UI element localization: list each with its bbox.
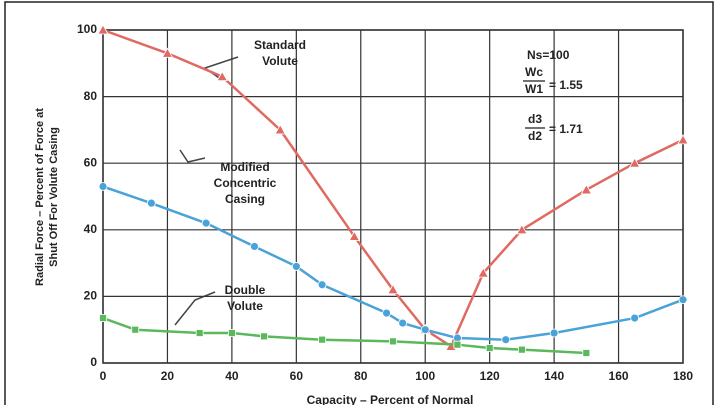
y-tick-label: 0 bbox=[90, 355, 97, 369]
series-label: Modified bbox=[220, 160, 269, 174]
marker bbox=[501, 335, 511, 345]
marker bbox=[201, 218, 211, 228]
marker bbox=[99, 314, 107, 322]
x-axis-label: Capacity – Percent of Normal bbox=[307, 393, 474, 405]
y-tick-label: 100 bbox=[77, 22, 97, 36]
frame bbox=[4, 1, 714, 405]
series-label: Standard bbox=[254, 38, 306, 52]
x-tick-label: 0 bbox=[100, 369, 107, 383]
marker bbox=[398, 318, 408, 328]
plot-area bbox=[102, 29, 684, 364]
x-tick-label: 40 bbox=[225, 369, 239, 383]
marker bbox=[97, 24, 109, 35]
series-line bbox=[102, 28, 684, 348]
marker bbox=[195, 329, 204, 337]
marker bbox=[291, 262, 301, 271]
marker bbox=[131, 325, 140, 334]
marker bbox=[582, 349, 591, 357]
marker bbox=[161, 47, 174, 58]
y-tick-label: 80 bbox=[84, 89, 98, 103]
marker bbox=[348, 230, 361, 241]
series-label: Double bbox=[225, 283, 266, 297]
series-label: Casing bbox=[225, 192, 265, 206]
series-label: Concentric bbox=[214, 176, 277, 190]
leader bbox=[174, 291, 216, 326]
note: Wc bbox=[525, 65, 543, 79]
note: d2 bbox=[528, 129, 542, 143]
marker bbox=[274, 124, 286, 135]
marker bbox=[387, 283, 399, 295]
marker bbox=[628, 157, 641, 168]
marker bbox=[389, 337, 397, 346]
marker bbox=[485, 344, 494, 352]
marker bbox=[382, 308, 391, 318]
marker bbox=[98, 182, 108, 191]
x-tick-label: 20 bbox=[161, 369, 175, 383]
marker bbox=[477, 267, 489, 278]
marker bbox=[445, 340, 457, 351]
y-axis-label: Radial Force – Percent of Force at bbox=[34, 108, 46, 286]
x-tick-label: 60 bbox=[290, 369, 304, 383]
marker bbox=[517, 345, 526, 354]
marker bbox=[216, 70, 228, 82]
y-tick-label: 40 bbox=[84, 222, 98, 236]
x-tick-label: 100 bbox=[415, 369, 435, 383]
marker bbox=[677, 134, 689, 145]
x-tick-label: 160 bbox=[609, 369, 629, 383]
marker bbox=[453, 340, 462, 349]
marker bbox=[250, 242, 259, 251]
marker bbox=[317, 280, 327, 290]
marker bbox=[516, 223, 528, 235]
x-tick-label: 80 bbox=[354, 369, 368, 383]
marker bbox=[580, 184, 593, 195]
note: W1 bbox=[525, 82, 543, 96]
note: = 1.71 bbox=[549, 122, 583, 136]
x-tick-label: 120 bbox=[480, 369, 500, 383]
y-tick-label: 60 bbox=[84, 155, 98, 169]
marker bbox=[420, 325, 430, 335]
note: d3 bbox=[528, 112, 542, 126]
marker bbox=[630, 313, 640, 323]
x-tick-label: 140 bbox=[544, 369, 564, 383]
x-tick-label: 180 bbox=[673, 369, 693, 383]
marker bbox=[678, 295, 688, 305]
marker bbox=[549, 328, 559, 338]
marker bbox=[318, 335, 327, 344]
series-line bbox=[102, 185, 684, 341]
marker bbox=[260, 332, 269, 341]
marker bbox=[227, 329, 236, 337]
marker bbox=[146, 198, 156, 208]
y-axis-label: Shut Off For Volute Casing bbox=[48, 127, 60, 267]
series-label: Volute bbox=[227, 299, 263, 313]
series-label: Volute bbox=[262, 54, 298, 68]
note: = 1.55 bbox=[549, 78, 583, 92]
leader bbox=[179, 149, 206, 163]
note: Ns=100 bbox=[527, 48, 570, 62]
y-tick-label: 20 bbox=[84, 289, 98, 303]
